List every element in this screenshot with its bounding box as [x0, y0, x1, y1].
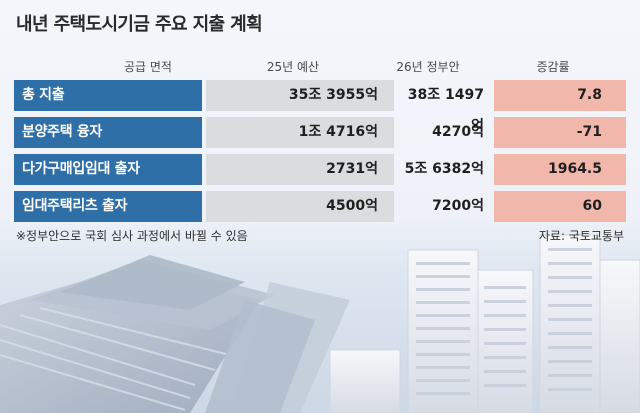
footnote: ※정부안으로 국회 심사 과정에서 바뀔 수 있음: [16, 229, 248, 243]
change-cell: 7.8: [494, 80, 626, 111]
spending-table: 총 지출 35조 3955억 38조 1497억 7.8 분양주택 융자 1조 …: [14, 80, 626, 228]
budget-25-cell: 4500억: [206, 191, 394, 222]
budget-25-cell: 1조 4716억: [206, 117, 394, 148]
row-label: 분양주택 융자: [14, 117, 202, 148]
proposal-26-cell: 7200억: [432, 198, 484, 214]
proposal-26-cell: 38조 1497억: [407, 87, 484, 134]
row-label: 다가구매입임대 출자: [14, 154, 202, 185]
column-header-budget-25: 25년 예산: [266, 60, 320, 74]
change-cell: 1964.5: [494, 154, 626, 185]
proposal-26-cell: 4270억: [432, 124, 484, 140]
page-title: 내년 주택도시기금 주요 지출 계획: [16, 14, 263, 35]
proposal-26-cell: 5조 6382억: [404, 161, 484, 177]
source-credit: 자료: 국토교통부: [538, 229, 624, 243]
change-cell: -71: [494, 117, 626, 148]
table-row: 임대주택리츠 출자 4500억 7200억 60: [14, 191, 626, 222]
table-row: 분양주택 융자 1조 4716억 4270억 -71: [14, 117, 626, 148]
column-header-change: 증감률: [536, 60, 570, 74]
row-label: 임대주택리츠 출자: [14, 191, 202, 222]
budget-25-cell: 35조 3955억: [206, 80, 394, 111]
row-label: 총 지출: [14, 80, 202, 111]
table-row: 다가구매입임대 출자 2731억 5조 6382억 1964.5: [14, 154, 626, 185]
budget-25-cell: 2731억: [206, 154, 394, 185]
column-header-proposal-26: 26년 정부안: [396, 60, 460, 74]
table-row: 총 지출 35조 3955억 38조 1497억 7.8: [14, 80, 626, 134]
table-header: 공급 면적 25년 예산 26년 정부안 증감률: [0, 58, 640, 78]
banknotes-stack: [0, 255, 350, 413]
change-cell: 60: [494, 191, 626, 222]
buildings: [329, 234, 640, 413]
column-header-area: 공급 면적: [124, 60, 172, 74]
